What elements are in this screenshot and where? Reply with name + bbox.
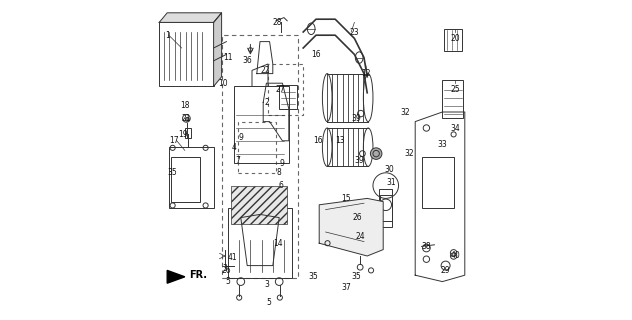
- Polygon shape: [167, 270, 185, 283]
- Text: 16: 16: [311, 50, 321, 59]
- Bar: [159, 22, 214, 86]
- Text: 16: 16: [313, 136, 322, 145]
- Text: 20: 20: [451, 34, 460, 43]
- Text: 5: 5: [226, 277, 231, 286]
- Text: 39: 39: [355, 156, 364, 164]
- Text: 18: 18: [180, 101, 190, 110]
- Bar: [422, 157, 454, 208]
- Text: 14: 14: [273, 239, 283, 248]
- Text: 10: 10: [219, 79, 228, 88]
- Text: 3: 3: [264, 280, 269, 289]
- Text: 39: 39: [351, 114, 361, 123]
- Circle shape: [185, 117, 189, 121]
- Text: 6: 6: [278, 181, 283, 190]
- Bar: [380, 195, 391, 221]
- Text: 32: 32: [401, 108, 410, 116]
- Bar: [268, 64, 303, 115]
- Text: 1: 1: [165, 31, 169, 40]
- Text: 33: 33: [437, 140, 447, 148]
- Bar: [234, 86, 289, 163]
- Text: 34: 34: [451, 124, 460, 132]
- Bar: [444, 29, 461, 51]
- Bar: [238, 122, 276, 173]
- Text: FR.: FR.: [190, 270, 207, 280]
- Text: 9: 9: [238, 133, 243, 142]
- Text: 4: 4: [232, 143, 237, 152]
- Text: 19: 19: [178, 130, 188, 139]
- Text: 30: 30: [385, 165, 394, 174]
- Text: 7: 7: [235, 156, 240, 164]
- Bar: [222, 35, 298, 278]
- Text: 24: 24: [355, 232, 365, 241]
- Bar: [231, 186, 287, 224]
- Text: 27: 27: [276, 85, 286, 94]
- Text: 3: 3: [222, 264, 228, 273]
- Bar: [279, 85, 297, 109]
- Bar: [379, 189, 392, 227]
- Text: 17: 17: [169, 136, 178, 145]
- Text: 26: 26: [222, 266, 231, 275]
- Text: 13: 13: [335, 136, 345, 145]
- Text: 38: 38: [422, 242, 431, 251]
- Text: 28: 28: [273, 18, 283, 27]
- Bar: [228, 208, 292, 278]
- Text: 41: 41: [228, 253, 238, 262]
- Bar: [169, 147, 214, 208]
- Text: 2: 2: [264, 98, 269, 107]
- Text: 32: 32: [404, 149, 413, 158]
- Polygon shape: [159, 13, 222, 22]
- Text: 35: 35: [308, 272, 318, 281]
- Bar: [185, 128, 191, 138]
- Polygon shape: [214, 13, 222, 86]
- Text: 5: 5: [266, 298, 271, 307]
- Text: 22: 22: [260, 66, 270, 75]
- Circle shape: [370, 148, 382, 159]
- Text: 25: 25: [451, 85, 460, 94]
- Text: 26: 26: [353, 213, 362, 222]
- Text: 21: 21: [181, 114, 191, 123]
- Text: 29: 29: [441, 266, 451, 275]
- Text: 9: 9: [280, 159, 285, 168]
- Polygon shape: [319, 198, 383, 256]
- Text: 35: 35: [167, 168, 177, 177]
- Text: 31: 31: [386, 178, 396, 187]
- Bar: [171, 157, 200, 202]
- Bar: [442, 80, 463, 118]
- Text: 15: 15: [341, 194, 351, 203]
- Text: 11: 11: [223, 53, 233, 62]
- Text: 37: 37: [341, 284, 351, 292]
- Text: 40: 40: [451, 252, 460, 260]
- Text: 12: 12: [361, 69, 370, 78]
- Text: 35: 35: [351, 272, 361, 281]
- Text: 23: 23: [349, 28, 359, 36]
- Text: 8: 8: [277, 168, 282, 177]
- Text: 36: 36: [242, 56, 252, 65]
